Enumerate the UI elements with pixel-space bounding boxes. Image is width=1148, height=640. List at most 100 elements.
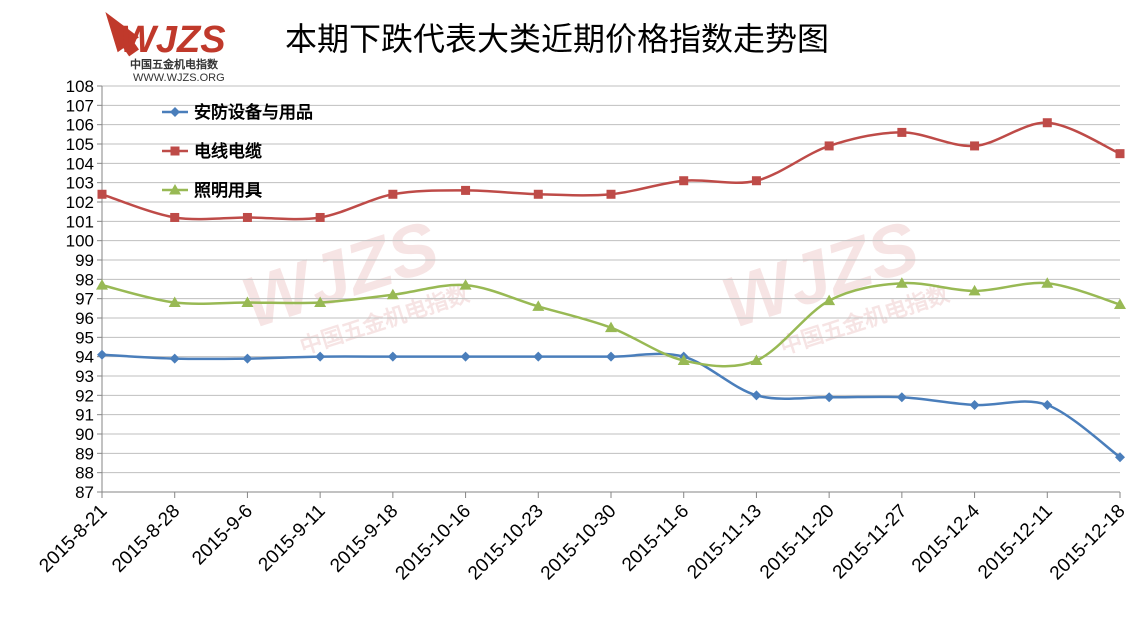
watermark-right: WJZS 中国五金机电指数 bbox=[713, 206, 953, 360]
y-tick-label: 90 bbox=[75, 425, 94, 444]
y-tick-label: 102 bbox=[66, 193, 94, 212]
x-tick-label: 2015-10-30 bbox=[537, 501, 621, 585]
data-point bbox=[969, 400, 980, 410]
data-point bbox=[96, 279, 108, 290]
y-tick-label: 98 bbox=[75, 270, 94, 289]
data-point bbox=[677, 354, 690, 366]
data-point bbox=[1042, 118, 1052, 128]
data-point bbox=[388, 189, 398, 199]
data-point bbox=[605, 321, 617, 333]
y-tick-label: 95 bbox=[75, 328, 94, 347]
data-point bbox=[315, 212, 325, 222]
y-tick-label: 96 bbox=[75, 309, 94, 328]
data-point bbox=[606, 189, 616, 199]
logo-arrow-icon bbox=[105, 11, 139, 57]
data-point bbox=[461, 185, 471, 195]
series-1 bbox=[97, 349, 1125, 463]
x-tick-label: 2015-12-11 bbox=[974, 501, 1057, 584]
y-tick-label: 105 bbox=[66, 135, 94, 154]
data-point bbox=[896, 392, 907, 403]
series-group bbox=[96, 118, 1126, 463]
y-tick-label: 89 bbox=[75, 444, 94, 463]
data-point bbox=[970, 141, 980, 151]
gridlines bbox=[102, 85, 1120, 474]
y-tick-label: 101 bbox=[66, 212, 94, 231]
series-2 bbox=[97, 118, 1125, 222]
data-point bbox=[751, 176, 761, 186]
data-point bbox=[533, 351, 544, 362]
data-point bbox=[897, 127, 907, 137]
data-point bbox=[750, 354, 763, 366]
data-point bbox=[241, 296, 254, 308]
y-tick-label: 87 bbox=[75, 483, 94, 502]
data-point bbox=[460, 351, 471, 362]
data-point bbox=[679, 176, 689, 186]
y-tick-label: 93 bbox=[75, 367, 94, 386]
x-tick-label: 2015-8-21 bbox=[35, 501, 111, 577]
data-point bbox=[386, 288, 399, 300]
y-tick-label: 100 bbox=[66, 232, 94, 251]
y-tick-label: 108 bbox=[66, 77, 94, 96]
data-point bbox=[97, 189, 107, 199]
data-point bbox=[824, 392, 835, 403]
x-tick-label: 2015-11-6 bbox=[618, 501, 693, 576]
series-line bbox=[101, 352, 1121, 459]
y-tick-label: 99 bbox=[75, 251, 94, 270]
y-tick-label: 94 bbox=[75, 348, 94, 367]
data-point bbox=[242, 353, 253, 364]
data-point bbox=[315, 351, 326, 362]
y-tick-label: 97 bbox=[75, 290, 94, 309]
y-tick-labels: 8788899091929394959697989910010110210310… bbox=[66, 77, 94, 502]
x-tick-label: 2015-11-20 bbox=[756, 501, 839, 584]
legend-label: 照明用具 bbox=[194, 181, 262, 201]
x-tick-label: 2015-10-16 bbox=[392, 501, 476, 585]
logo-mark: WJZS bbox=[120, 19, 226, 61]
data-point bbox=[532, 300, 545, 311]
y-tick-label: 88 bbox=[75, 464, 94, 483]
legend-label: 安防设备与用品 bbox=[194, 102, 313, 123]
data-point bbox=[824, 141, 834, 151]
x-tick-label: 2015-8-28 bbox=[108, 501, 184, 577]
data-point bbox=[895, 277, 908, 288]
data-point bbox=[1115, 452, 1125, 463]
series-line bbox=[101, 121, 1121, 221]
data-point bbox=[533, 189, 543, 199]
data-point bbox=[1115, 149, 1125, 159]
data-point bbox=[314, 296, 327, 308]
data-point bbox=[823, 294, 836, 306]
y-tick-label: 92 bbox=[75, 386, 94, 405]
data-point bbox=[968, 284, 981, 296]
data-point bbox=[168, 296, 181, 308]
logo-url: WWW.WJZS.ORG bbox=[133, 72, 225, 84]
data-point bbox=[459, 279, 472, 290]
x-tick-label: 2015-9-11 bbox=[255, 501, 330, 576]
y-tick-label: 107 bbox=[66, 96, 94, 115]
x-tick-label: 2015-11-13 bbox=[683, 501, 766, 584]
logo-name: 中国五金机电指数 bbox=[130, 57, 219, 71]
data-point bbox=[170, 212, 180, 222]
legend-marker bbox=[170, 107, 180, 117]
legend-label: 电线电缆 bbox=[194, 141, 262, 162]
y-tick-label: 91 bbox=[75, 406, 94, 425]
data-point bbox=[1041, 277, 1054, 288]
y-tick-label: 103 bbox=[66, 174, 94, 193]
data-point bbox=[97, 349, 107, 360]
x-tick-label: 2015-10-23 bbox=[464, 501, 548, 585]
data-point bbox=[169, 353, 180, 364]
logo: WJZS 中国五金机电指数 WWW.WJZS.ORG bbox=[105, 11, 226, 84]
data-point bbox=[242, 212, 252, 222]
x-tick-label: 2015-9-18 bbox=[326, 501, 402, 577]
x-tick-label: 2015-9-6 bbox=[188, 501, 257, 570]
y-tick-label: 106 bbox=[66, 116, 94, 135]
x-tick-label: 2015-11-27 bbox=[829, 501, 912, 584]
chart-title: 本期下跌代表大类近期价格指数走势图 bbox=[285, 20, 829, 58]
data-point bbox=[606, 351, 616, 362]
x-tick-label: 2015-12-4 bbox=[908, 500, 984, 576]
y-tick-label: 104 bbox=[66, 154, 94, 173]
data-point bbox=[387, 351, 398, 362]
data-point bbox=[1042, 400, 1053, 410]
data-point bbox=[1114, 298, 1126, 309]
